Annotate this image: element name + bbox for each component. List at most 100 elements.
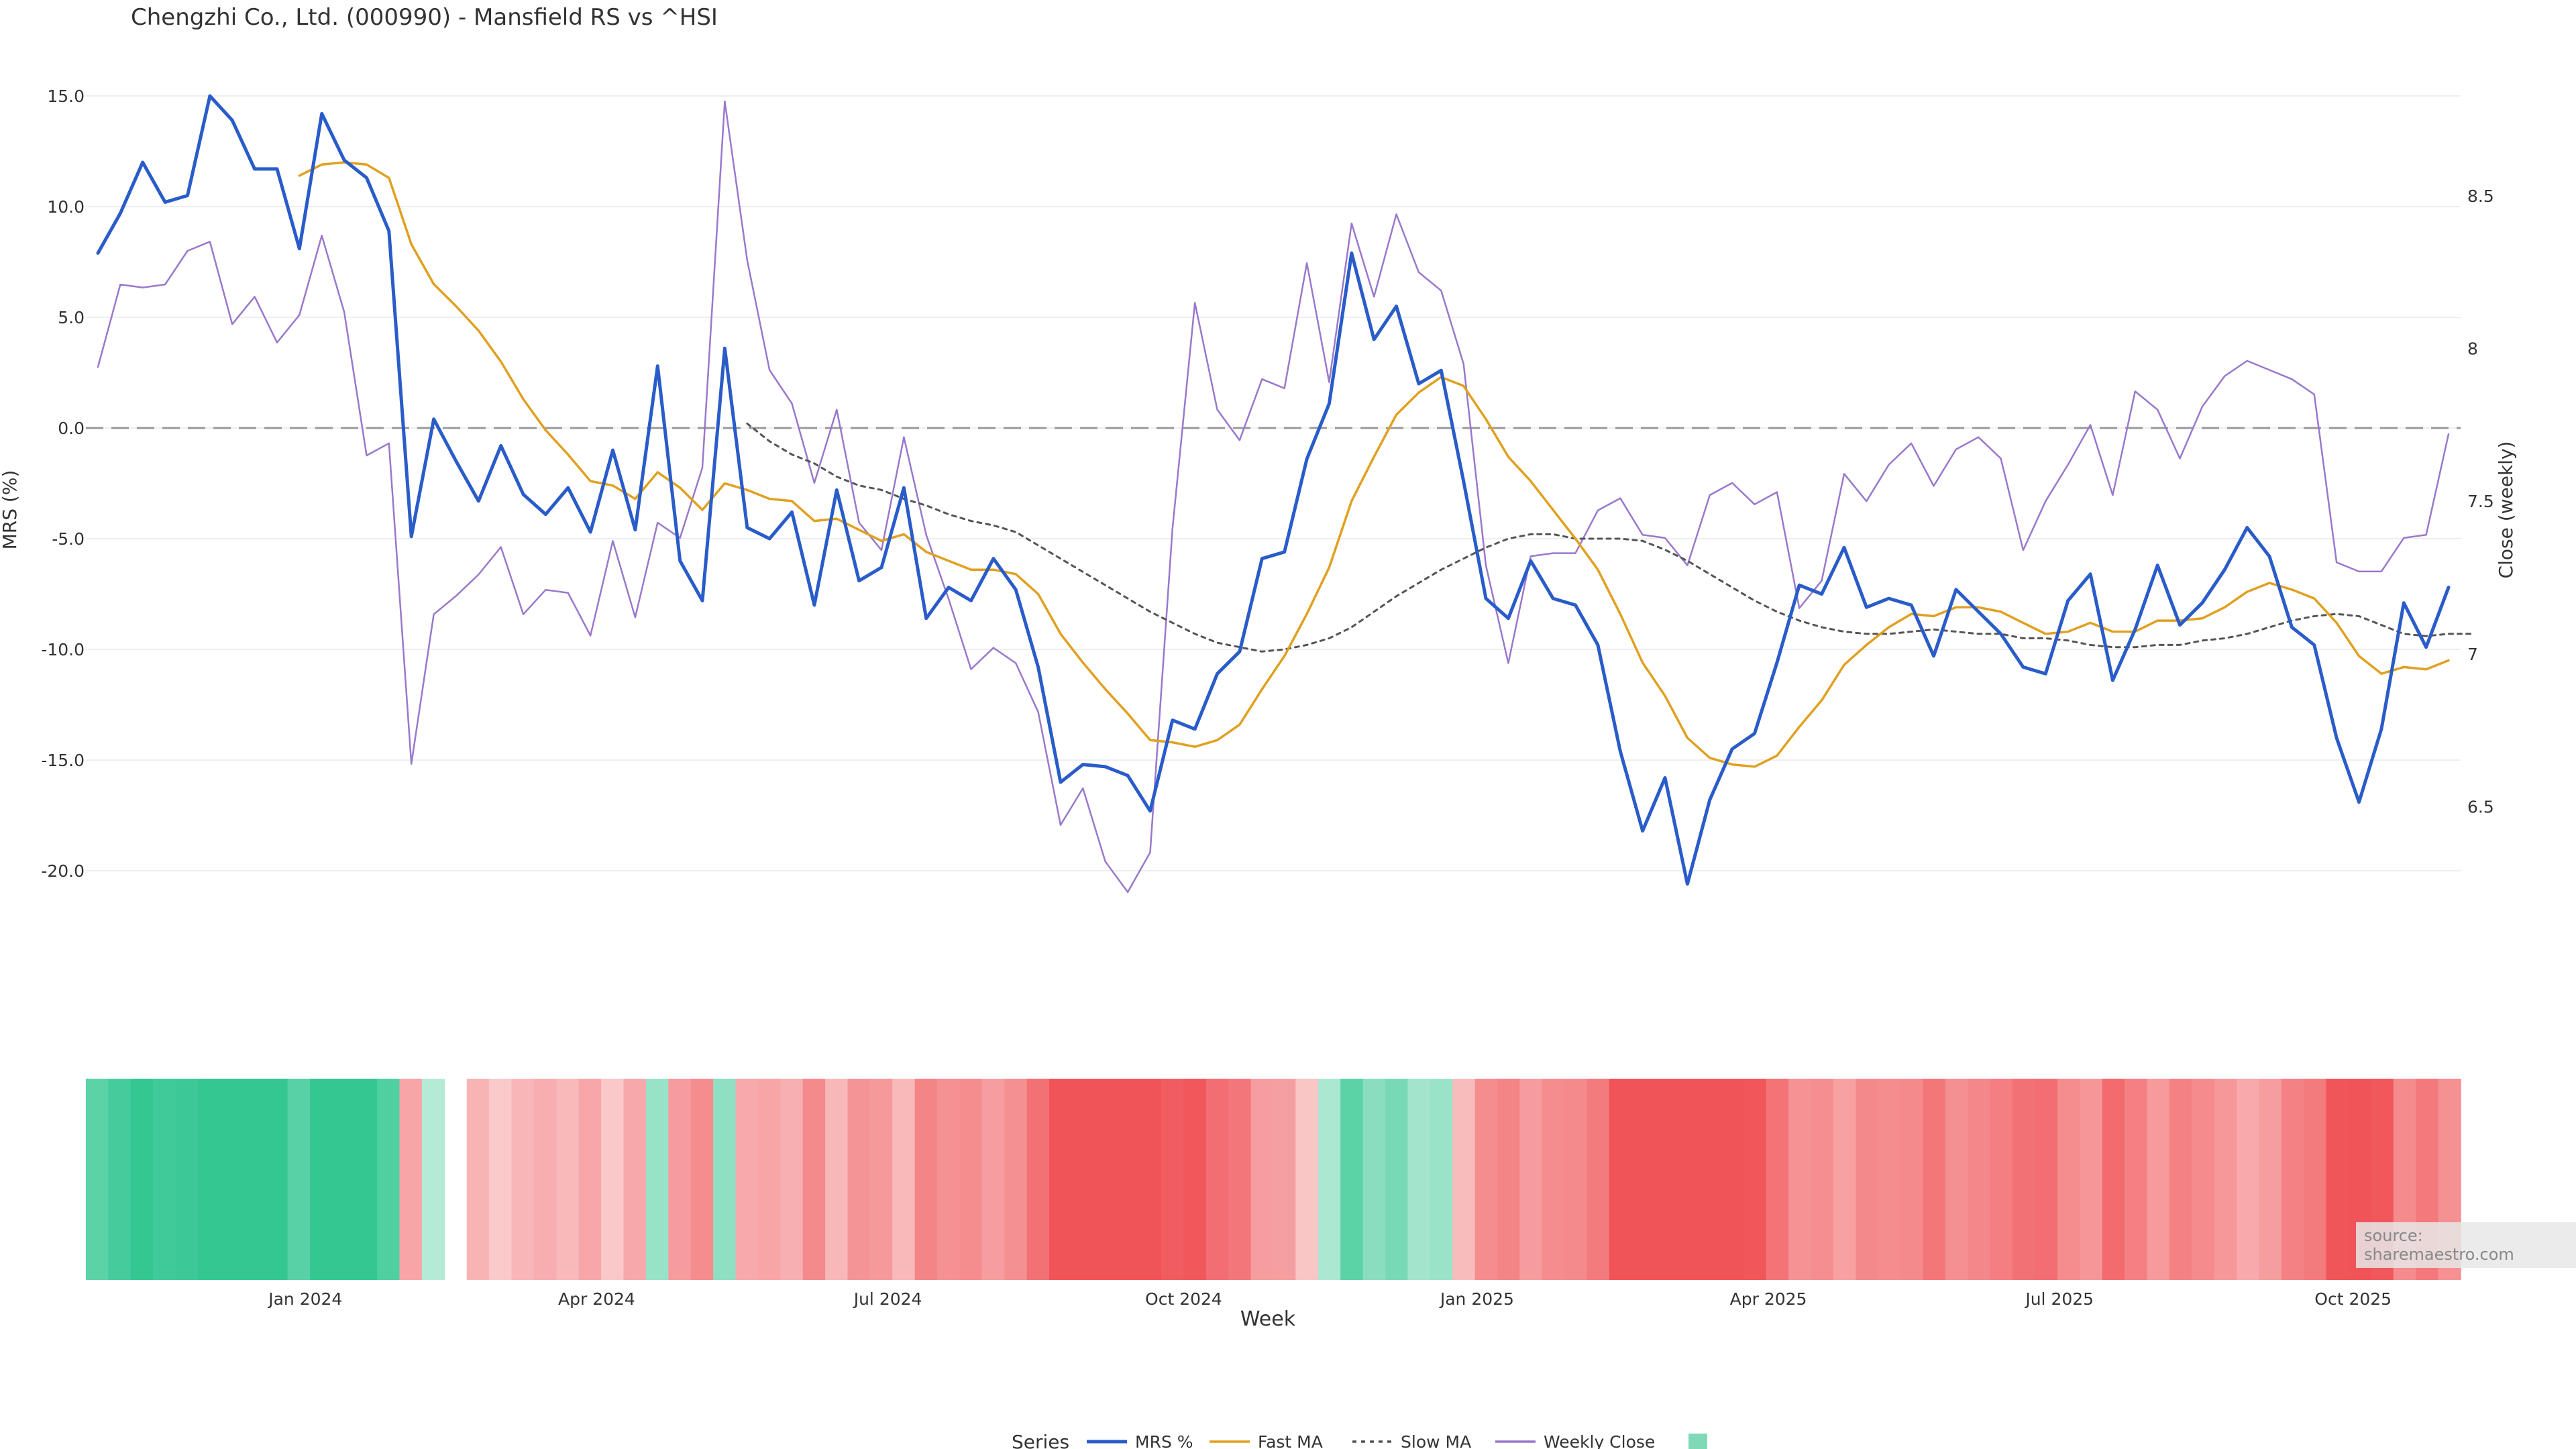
- heat-band-cell: [1564, 1079, 1588, 1280]
- legend-item-band[interactable]: [1688, 1434, 1707, 1449]
- heat-band-cell: [1138, 1079, 1162, 1280]
- heat-band-cell: [1161, 1079, 1185, 1280]
- x-tick-label: Oct 2025: [2314, 1289, 2392, 1309]
- heat-band-cell: [2169, 1079, 2192, 1280]
- heat-band-cell: [511, 1079, 535, 1280]
- heat-band-cell: [1452, 1079, 1476, 1280]
- heat-band-cell: [847, 1079, 871, 1280]
- y-tick-label: 0.0: [58, 419, 85, 438]
- heat-band-cell: [623, 1079, 647, 1280]
- heat-band-cell: [1004, 1079, 1028, 1280]
- heat-band-cell: [1766, 1079, 1789, 1280]
- heat-band-cell: [1654, 1079, 1677, 1280]
- heat-band-cell: [869, 1079, 894, 1280]
- heat-band-cell: [310, 1079, 333, 1280]
- heat-band-cell: [735, 1079, 759, 1280]
- heat-band-cell: [802, 1079, 826, 1280]
- series-line-slow-ma: [746, 422, 2472, 653]
- grid-lines: [86, 95, 2461, 871]
- y-tick-label: 15.0: [47, 87, 85, 106]
- heat-band-cell: [780, 1079, 804, 1280]
- series-lines: [96, 94, 2472, 894]
- heat-band-cell: [2147, 1079, 2170, 1280]
- heat-band-cell: [914, 1079, 938, 1280]
- legend-swatch: [1688, 1434, 1707, 1449]
- heat-band-cell: [1676, 1079, 1700, 1280]
- heat-band-cell: [198, 1079, 221, 1280]
- heat-band-cell: [1699, 1079, 1722, 1280]
- heat-band-cell: [287, 1079, 311, 1280]
- legend-item-weekly-close[interactable]: Weekly Close: [1495, 1432, 1655, 1449]
- heat-band-cell: [1811, 1079, 1834, 1280]
- heat-band-cell: [1519, 1079, 1543, 1280]
- heat-band-cell: [399, 1079, 423, 1280]
- x-tick-label: Apr 2024: [558, 1289, 635, 1309]
- heat-band-cell: [2192, 1079, 2215, 1280]
- y-axis-ticks: 15.0 10.0 5.0 0.0 -5.0 -10.0 -15.0 -20.0: [41, 87, 85, 881]
- heat-band-cell: [1228, 1079, 1252, 1280]
- rs-heat-band: [86, 1079, 2461, 1280]
- heat-band-cell: [1273, 1079, 1297, 1280]
- heat-band-cell: [713, 1079, 737, 1280]
- legend-label: Fast MA: [1258, 1432, 1323, 1449]
- heat-band-cell: [1474, 1079, 1498, 1280]
- heat-band-cell: [1609, 1079, 1633, 1280]
- heat-band-cell: [2057, 1079, 2081, 1280]
- y2-axis-ticks: 8.5 8 7.5 7 6.5: [2467, 186, 2494, 816]
- heat-band-cell: [466, 1079, 490, 1280]
- heat-band-cell: [265, 1079, 288, 1280]
- heat-band-cell: [1093, 1079, 1117, 1280]
- x-axis-ticks: Jan 2024 Apr 2024 Jul 2024 Oct 2024 Jan 2025…: [267, 1289, 2392, 1309]
- heat-band-cell: [2259, 1079, 2282, 1280]
- heat-band-cell: [937, 1079, 961, 1280]
- legend-item-mrs[interactable]: MRS %: [1087, 1432, 1193, 1449]
- heat-band-cell: [533, 1079, 557, 1280]
- heat-band-cell: [489, 1079, 513, 1280]
- heat-band-cell: [1362, 1079, 1386, 1280]
- heat-band-cell: [2125, 1079, 2148, 1280]
- heat-band-cell: [668, 1079, 692, 1280]
- legend-label: Weekly Close: [1544, 1432, 1655, 1449]
- x-tick-label: Jul 2024: [853, 1289, 922, 1309]
- y-tick-label: 10.0: [47, 197, 85, 217]
- heat-band-cell: [2326, 1079, 2349, 1280]
- legend: Series MRS % Fast MA Slow MA Weekly Close: [1012, 1431, 1707, 1449]
- heat-band-cell: [1116, 1079, 1140, 1280]
- x-tick-label: Jan 2025: [1439, 1289, 1514, 1309]
- heat-band-cell: [421, 1079, 445, 1280]
- heat-band-cell: [1497, 1079, 1521, 1280]
- heat-band-cell: [1295, 1079, 1319, 1280]
- heat-band-cell: [1250, 1079, 1274, 1280]
- heat-band-cell: [1340, 1079, 1364, 1280]
- heat-band-cell: [1788, 1079, 1812, 1280]
- y2-axis-label: Close (weekly): [2495, 441, 2517, 579]
- legend-item-slow-ma[interactable]: Slow MA: [1352, 1432, 1471, 1449]
- heat-band-cell: [556, 1079, 580, 1280]
- heat-band-cell: [1856, 1079, 1879, 1280]
- heat-band-cell: [2281, 1079, 2304, 1280]
- heat-band-cell: [220, 1079, 244, 1280]
- heat-band-cell: [1968, 1079, 1991, 1280]
- y2-tick-label: 7: [2467, 645, 2478, 664]
- x-axis-label: Week: [1240, 1307, 1296, 1331]
- heat-band-cell: [1542, 1079, 1565, 1280]
- heat-band-cell: [1407, 1079, 1431, 1280]
- heat-band-cell: [645, 1079, 669, 1280]
- heat-band-cell: [1631, 1079, 1655, 1280]
- y2-tick-label: 8: [2467, 339, 2478, 359]
- y-axis-label: MRS (%): [0, 470, 21, 550]
- heat-band-cell: [2237, 1079, 2260, 1280]
- legend-item-fast-ma[interactable]: Fast MA: [1210, 1432, 1323, 1449]
- chart-title: Chengzhi Co., Ltd. (000990) - Mansfield …: [131, 4, 718, 31]
- series-line-fast-ma: [298, 161, 2450, 768]
- heat-band-cell: [1923, 1079, 1946, 1280]
- heat-band-cell: [1026, 1079, 1050, 1280]
- legend-label: Slow MA: [1401, 1432, 1471, 1449]
- heat-band-cell: [1049, 1079, 1073, 1280]
- legend-label: MRS %: [1135, 1432, 1193, 1449]
- heat-band-cell: [825, 1079, 849, 1280]
- y-tick-label: -20.0: [41, 861, 85, 881]
- heat-band-cell: [1385, 1079, 1409, 1280]
- heat-band-cell: [1743, 1079, 1767, 1280]
